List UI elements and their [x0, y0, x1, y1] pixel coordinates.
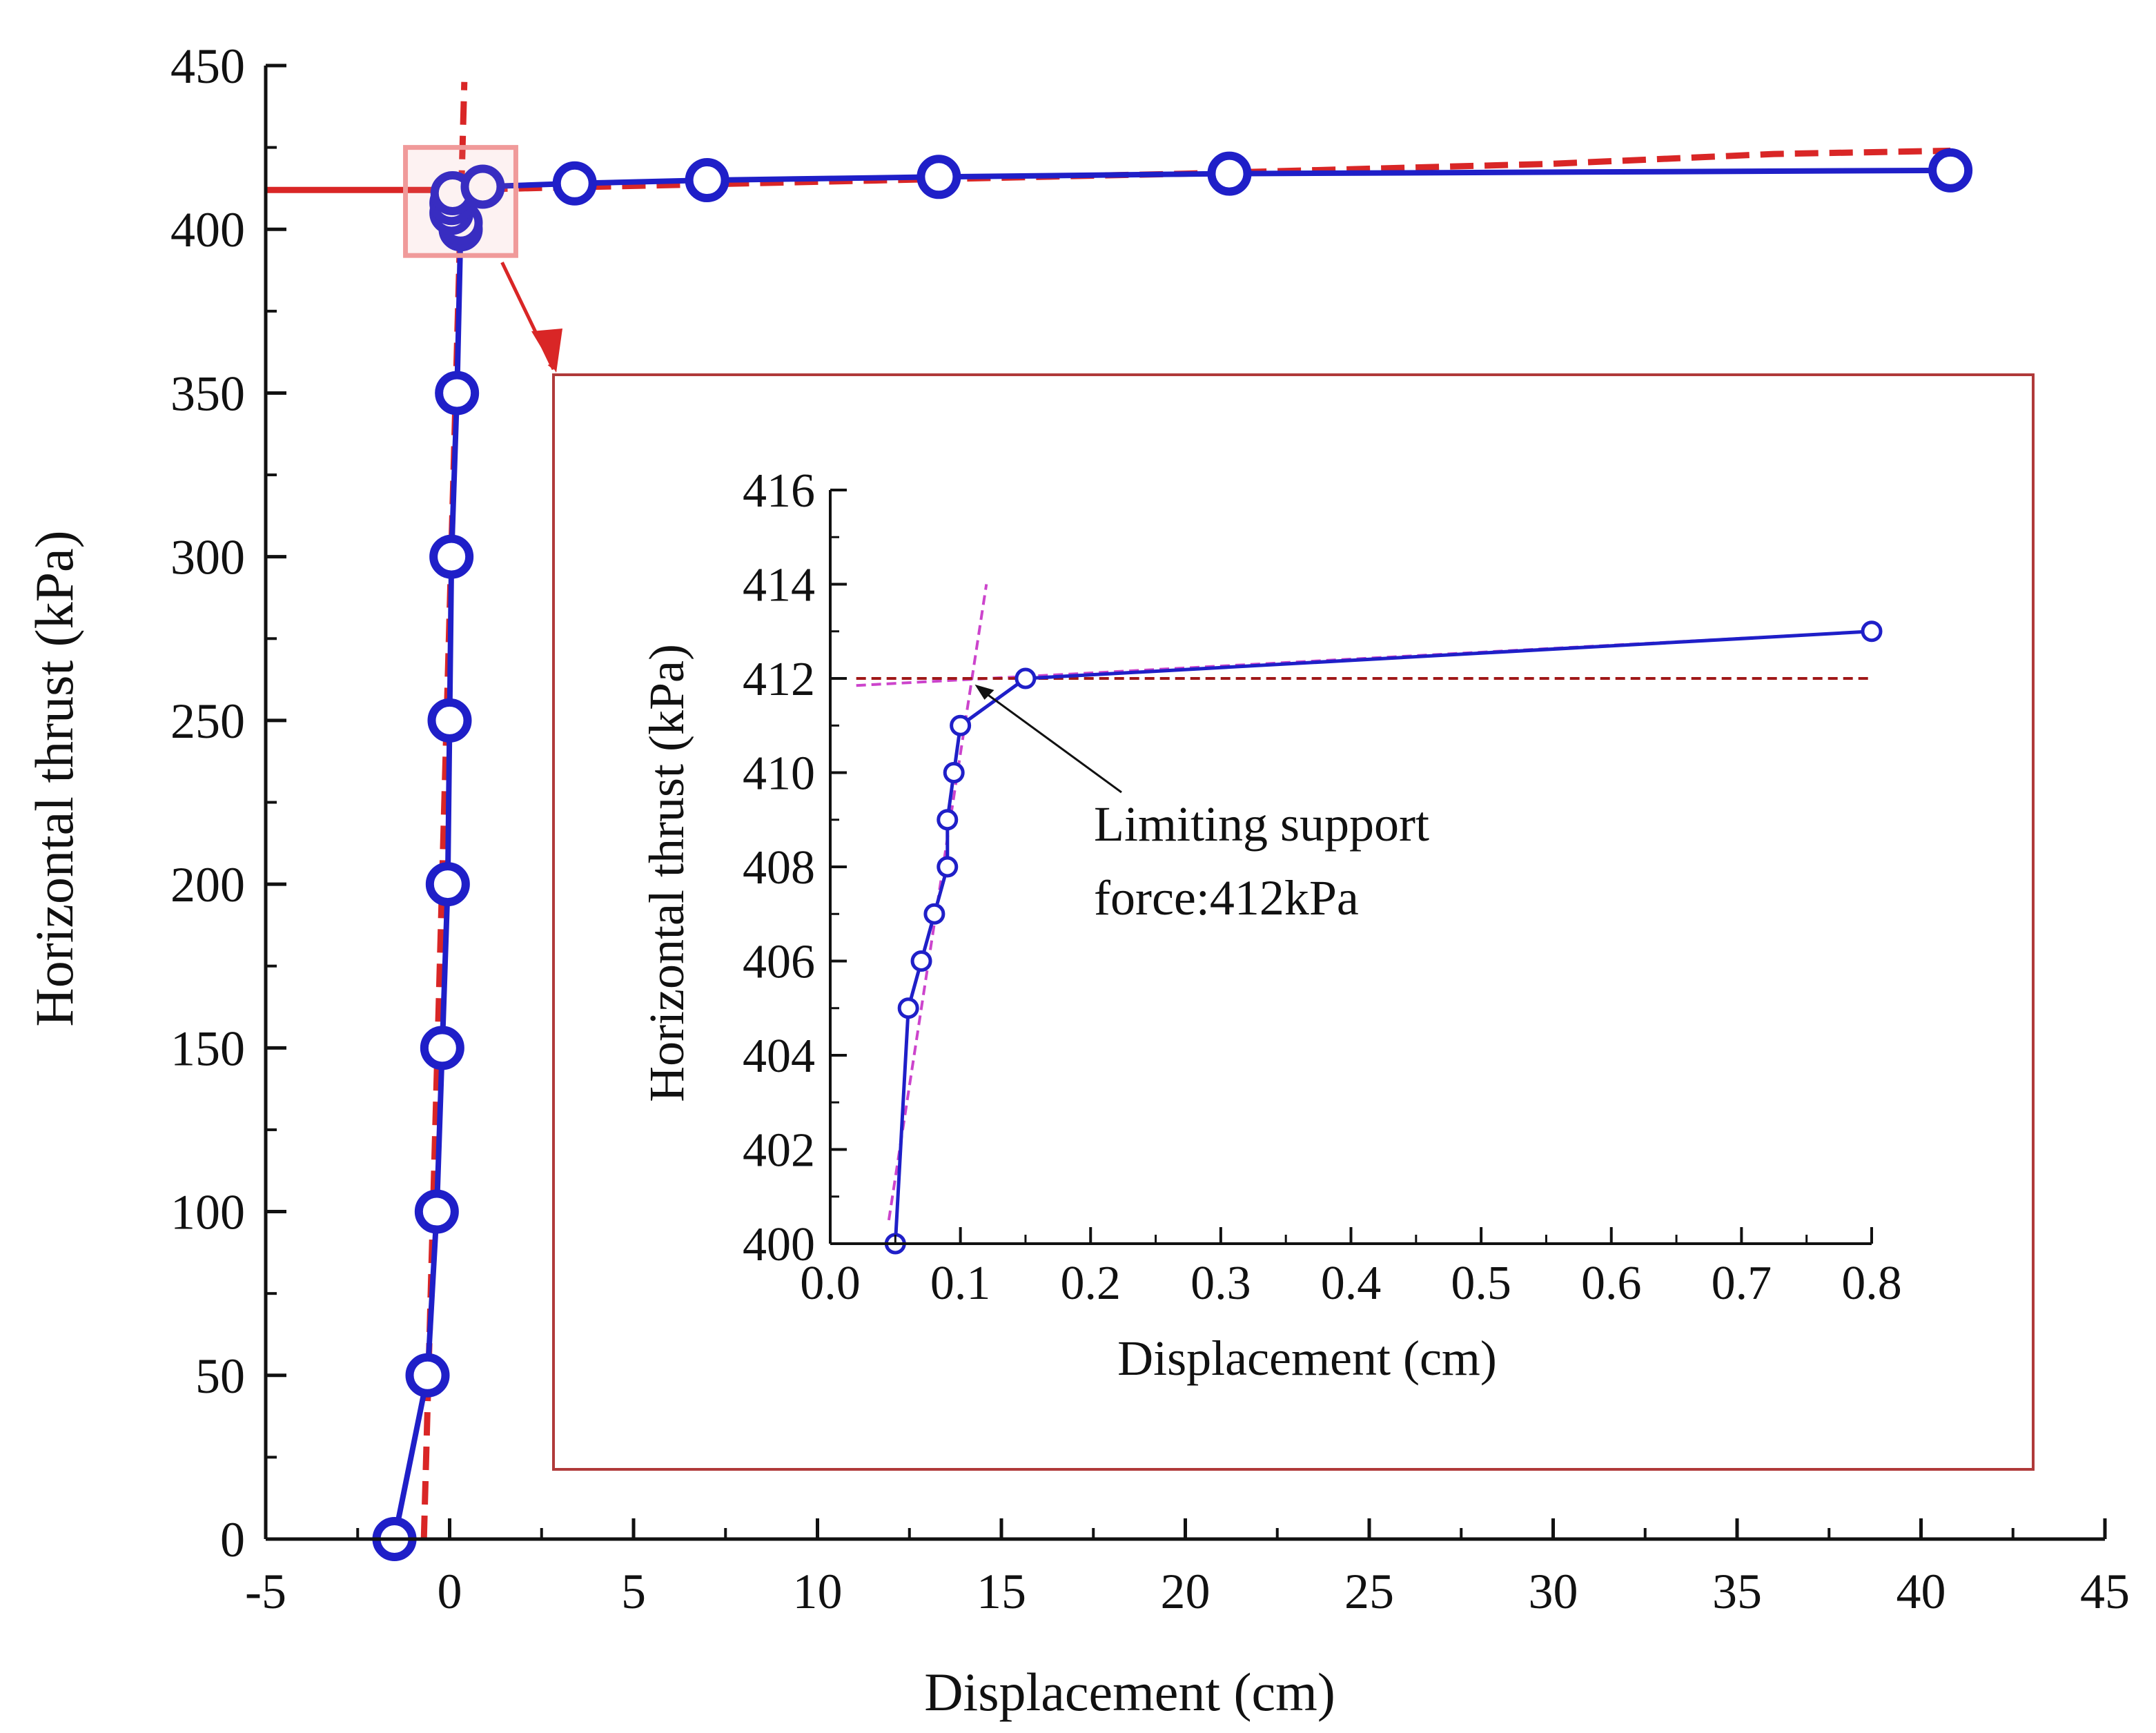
inset-y-tick-label: 410: [743, 747, 815, 801]
main-data-point: [1928, 148, 1973, 193]
inset-x-tick-label: 0.1: [930, 1257, 991, 1310]
inset-x-tick-label: 0.5: [1451, 1257, 1511, 1310]
main-x-tick-label: 25: [1344, 1564, 1394, 1619]
inset-data-point: [923, 903, 945, 925]
annotation-arrow-line: [977, 686, 1122, 794]
inset-series-layer: [856, 584, 1883, 1255]
inset-x-tick-label: 0.4: [1321, 1257, 1382, 1310]
annotation-arrowhead: [974, 684, 994, 700]
inset-x-tick-label: 0.6: [1581, 1257, 1642, 1310]
inset-data-point: [897, 997, 919, 1019]
main-x-tick-label: 30: [1529, 1564, 1578, 1619]
main-x-tick-label: 10: [793, 1564, 843, 1619]
main-data-point: [429, 534, 474, 579]
main-y-tick-label: 250: [170, 694, 245, 749]
inset-y-tick-label: 414: [743, 559, 815, 612]
main-y-tick-label: 450: [170, 39, 245, 94]
main-y-tick-label: 200: [170, 857, 245, 912]
main-data-point: [405, 1353, 450, 1398]
main-y-tick-label: 400: [170, 202, 245, 257]
zoom-highlight-box: [403, 145, 518, 258]
main-x-tick-label: 40: [1897, 1564, 1946, 1619]
main-data-point: [427, 698, 472, 743]
inset-x-tick-label: 0.2: [1061, 1257, 1121, 1310]
main-x-tick-label: 0: [438, 1564, 462, 1619]
zoom-callout-arrowhead: [531, 329, 562, 373]
inset-y-tick-label: 408: [743, 841, 815, 894]
main-data-point: [414, 1189, 459, 1234]
main-y-tick-label: 50: [195, 1349, 245, 1404]
main-data-point: [425, 862, 470, 907]
main-x-tick-label: 15: [977, 1564, 1026, 1619]
inset-x-tick-label: 0.7: [1712, 1257, 1772, 1310]
inset-x-tick-label: 0.3: [1190, 1257, 1251, 1310]
main-x-axis-title: Displacement (cm): [924, 1662, 1335, 1722]
main-x-tick-label: 35: [1712, 1564, 1762, 1619]
inset-y-tick-label: 416: [743, 464, 815, 518]
main-x-tick-label: 45: [2080, 1564, 2130, 1619]
main-data-point: [460, 164, 505, 209]
inset-x-axis-title: Displacement (cm): [1117, 1331, 1497, 1386]
main-data-point: [435, 371, 480, 415]
main-data-point: [685, 158, 729, 203]
main-y-tick-label: 300: [170, 530, 245, 585]
inset-data-point: [950, 714, 972, 736]
main-y-axis-title: Horizontal thrust (kPa): [24, 530, 84, 1026]
main-y-tick-label: 0: [220, 1512, 245, 1567]
main-axes: -5 0 5 10 15 20 25 30 35 40 4505010015020025030035…: [170, 39, 2130, 1619]
inset-data-point: [937, 809, 959, 831]
inset-data-point: [1861, 620, 1883, 643]
main-data-point: [420, 1026, 464, 1070]
inset-y-axis-title: Horizontal thrust (kPa): [639, 644, 694, 1102]
inset-y-tick-label: 406: [743, 936, 815, 989]
inset-y-tick-label: 400: [743, 1218, 815, 1271]
main-data-point: [552, 161, 597, 206]
inset-data-point: [1015, 667, 1037, 689]
inset-y-tick-label: 402: [743, 1124, 815, 1177]
main-x-tick-label: -5: [245, 1564, 286, 1619]
limit-annotation: Limiting support force:412kPa: [974, 684, 1429, 926]
main-data-point: [1207, 151, 1252, 196]
main-x-tick-label: 20: [1161, 1564, 1211, 1619]
inset-line-measured: [893, 629, 1872, 1244]
inset-frame: [552, 373, 2035, 1471]
main-y-tick-label: 350: [170, 366, 245, 421]
main-line-tangent-fit-plastic-: [449, 147, 1951, 193]
main-series-layer: [266, 81, 1973, 1561]
annotation-line-2: force:412kPa: [1094, 870, 1359, 926]
inset-data-point: [910, 950, 932, 972]
main-y-tick-label: 100: [170, 1185, 245, 1240]
main-y-tick-label: 150: [170, 1021, 245, 1076]
main-x-tick-label: 5: [621, 1564, 646, 1619]
annotation-line-1: Limiting support: [1094, 796, 1429, 852]
inset-y-tick-label: 404: [743, 1030, 815, 1083]
inset-y-tick-label: 412: [743, 653, 815, 706]
inset-data-point: [943, 762, 965, 783]
zoom-highlight: [403, 145, 562, 373]
inset-data-point: [937, 856, 959, 878]
main-data-point: [917, 155, 961, 199]
inset-x-tick-label: 0.8: [1841, 1257, 1902, 1310]
inset-axes: 0.0 0.1 0.2 0.3 0.4 0.5 0.6 0.7 0.8 400 402 404 406 4…: [743, 464, 1902, 1310]
inset-x-tick-label: 0.0: [800, 1257, 861, 1310]
